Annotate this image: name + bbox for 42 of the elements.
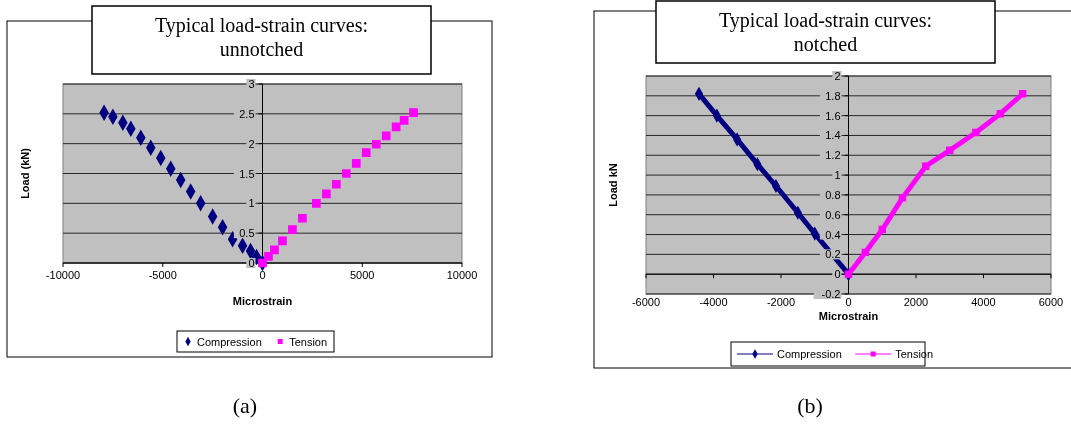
y-tick-label: 1.4 <box>825 129 841 142</box>
x-axis-title: Microstrain <box>818 310 879 322</box>
x-axis-title: Microstrain <box>232 295 293 307</box>
legend-label: Tension <box>895 348 934 360</box>
x-tick-label: 10000 <box>446 269 478 281</box>
x-tick-label: -4000 <box>699 296 728 308</box>
y-tick-label: 1 <box>248 197 255 210</box>
chart-title: Typical load-strain curves: notched <box>719 9 932 55</box>
legend-label: Compression <box>197 335 262 348</box>
y-tick-label: 0.8 <box>825 188 841 201</box>
x-tick-label: 0 <box>845 296 852 308</box>
y-tick-label: 1.6 <box>825 109 841 122</box>
text: (b) <box>797 393 823 418</box>
y-tick-label: 1.8 <box>825 89 841 102</box>
y-axis-title: Load kN <box>607 163 619 207</box>
x-tick-label: 6000 <box>1038 296 1064 308</box>
x-tick-label: 2000 <box>903 296 929 308</box>
y-axis-title: Load (kN) <box>19 147 31 199</box>
y-tick-label: 2 <box>248 137 255 150</box>
x-tick-label: 0 <box>259 269 266 281</box>
y-tick-label: 2.5 <box>239 107 255 120</box>
x-tick-label: 5000 <box>350 269 375 281</box>
x-tick-label: -6000 <box>631 296 661 308</box>
y-tick-label: 0.2 <box>825 248 841 261</box>
y-tick-label: -0.2 <box>821 288 841 300</box>
x-tick-label: -2000 <box>766 296 796 308</box>
text: (a) <box>232 393 258 418</box>
y-tick-label: 0.5 <box>239 227 255 240</box>
x-tick-label: -10000 <box>45 269 81 281</box>
y-tick-label: 0 <box>248 257 255 269</box>
legend-label: Compression <box>777 348 842 360</box>
y-tick-label: 0.4 <box>825 228 841 241</box>
x-tick-label: -5000 <box>148 269 177 281</box>
legend-label: Tension <box>289 335 328 348</box>
y-tick-label: 2 <box>834 70 841 82</box>
y-tick-label: 0.6 <box>825 208 841 221</box>
y-tick-label: 1.5 <box>239 167 255 180</box>
x-tick-label: 4000 <box>971 296 996 308</box>
y-tick-label: 3 <box>248 78 255 90</box>
y-tick-label: 1 <box>834 169 841 182</box>
chart-title: Typical load-strain curves: unnotched <box>155 14 368 60</box>
y-tick-label: 1.2 <box>825 149 841 162</box>
